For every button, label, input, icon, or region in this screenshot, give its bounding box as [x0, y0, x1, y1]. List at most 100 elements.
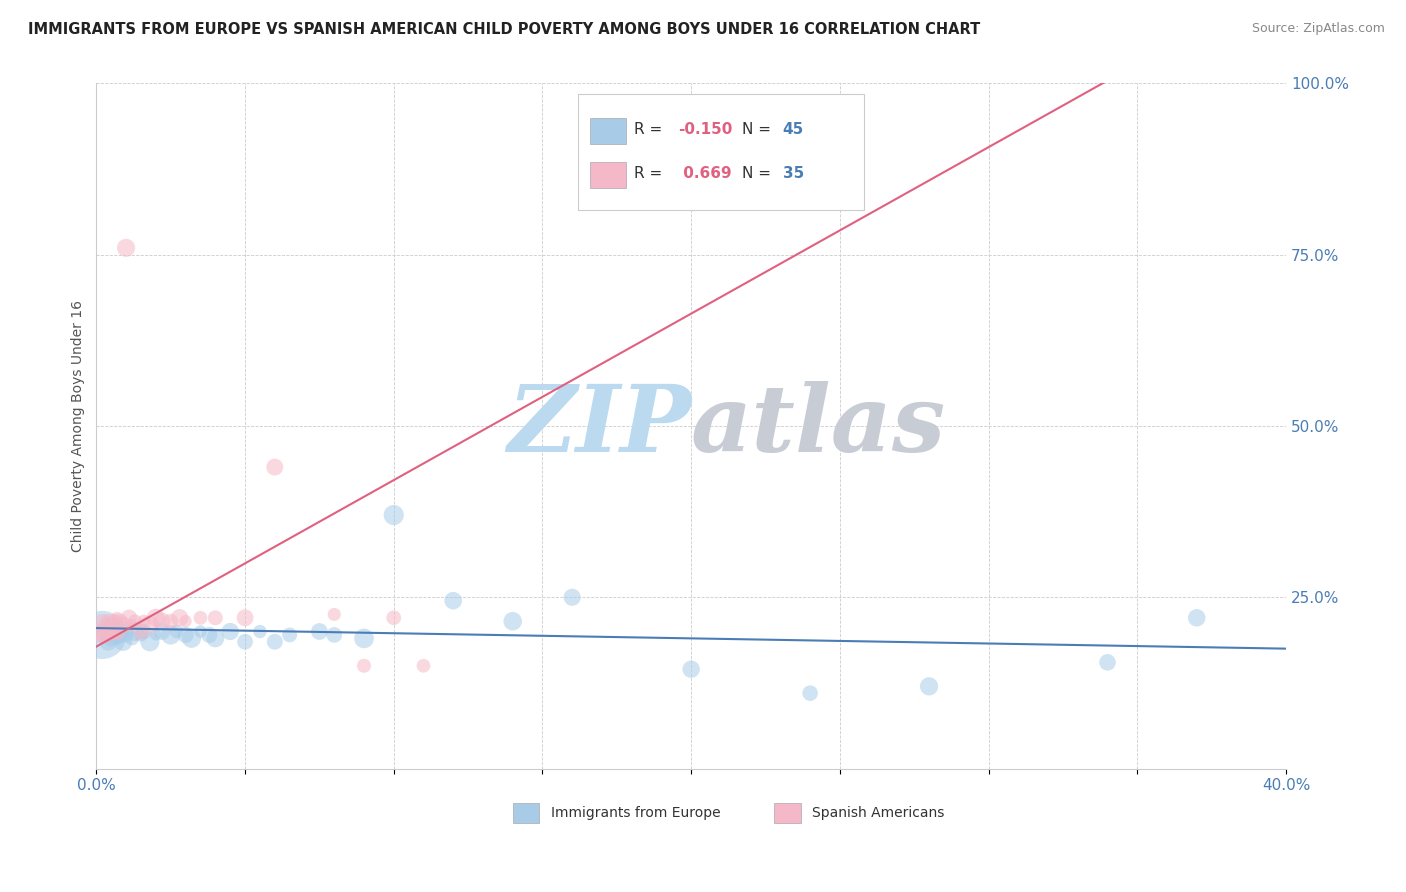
Point	[145, 611, 167, 625]
Text: Immigrants from Europe: Immigrants from Europe	[551, 806, 720, 820]
Point	[441, 593, 464, 607]
Point	[263, 634, 285, 648]
Point	[132, 614, 155, 628]
Point	[91, 628, 114, 642]
Point	[118, 611, 141, 625]
Point	[100, 624, 122, 639]
Point	[382, 611, 405, 625]
Text: Spanish Americans: Spanish Americans	[813, 806, 945, 820]
Point	[174, 614, 197, 628]
Point	[94, 617, 117, 632]
Text: IMMIGRANTS FROM EUROPE VS SPANISH AMERICAN CHILD POVERTY AMONG BOYS UNDER 16 COR: IMMIGRANTS FROM EUROPE VS SPANISH AMERIC…	[28, 22, 980, 37]
FancyBboxPatch shape	[578, 94, 863, 211]
Point	[180, 632, 202, 646]
Point	[918, 679, 941, 693]
Point	[97, 614, 120, 628]
Point	[323, 607, 346, 622]
Point	[150, 624, 173, 639]
Point	[121, 632, 143, 646]
Text: 35: 35	[783, 167, 804, 181]
Point	[129, 624, 152, 639]
Point	[112, 634, 135, 648]
Point	[169, 611, 191, 625]
Text: R =: R =	[634, 122, 668, 136]
Point	[91, 628, 114, 642]
Text: N =: N =	[742, 167, 776, 181]
Point	[204, 632, 226, 646]
Point	[129, 628, 152, 642]
Text: 45: 45	[783, 122, 804, 136]
Point	[198, 628, 221, 642]
Point	[233, 611, 256, 625]
Point	[353, 658, 375, 673]
Point	[103, 628, 125, 642]
Point	[382, 508, 405, 522]
Point	[159, 614, 181, 628]
Point	[105, 624, 128, 639]
Point	[145, 628, 167, 642]
Y-axis label: Child Poverty Among Boys Under 16: Child Poverty Among Boys Under 16	[72, 300, 86, 552]
Point	[103, 628, 125, 642]
Point	[108, 624, 131, 639]
Point	[190, 624, 212, 639]
Point	[105, 632, 128, 646]
Point	[108, 614, 131, 628]
Point	[91, 614, 114, 628]
Point	[94, 628, 117, 642]
Text: R =: R =	[634, 167, 668, 181]
Point	[100, 624, 122, 639]
FancyBboxPatch shape	[775, 803, 800, 823]
Point	[1185, 611, 1208, 625]
Text: N =: N =	[742, 122, 776, 136]
Point	[353, 632, 375, 646]
Point	[89, 624, 111, 639]
Point	[115, 628, 138, 642]
Point	[174, 628, 197, 642]
Point	[118, 624, 141, 639]
Point	[233, 634, 256, 648]
Point	[219, 624, 242, 639]
Point	[308, 624, 330, 639]
Point	[139, 634, 162, 648]
Point	[108, 628, 131, 642]
Point	[681, 662, 703, 676]
FancyBboxPatch shape	[513, 803, 538, 823]
Point	[97, 634, 120, 648]
Point	[115, 241, 138, 255]
Text: atlas: atlas	[692, 381, 946, 471]
Point	[159, 628, 181, 642]
Point	[124, 614, 146, 628]
Point	[166, 624, 188, 639]
Point	[100, 632, 122, 646]
Text: -0.150: -0.150	[678, 122, 733, 136]
Text: 0.669: 0.669	[678, 167, 731, 181]
Point	[105, 611, 128, 625]
Point	[502, 614, 524, 628]
Point	[112, 617, 135, 632]
Point	[412, 658, 434, 673]
Point	[249, 624, 271, 639]
Point	[561, 591, 583, 605]
Point	[124, 624, 146, 639]
Text: ZIP: ZIP	[508, 381, 692, 471]
Point	[132, 624, 155, 639]
Point	[103, 614, 125, 628]
Point	[97, 624, 120, 639]
Point	[204, 611, 226, 625]
Point	[263, 460, 285, 475]
Point	[97, 628, 120, 642]
FancyBboxPatch shape	[591, 162, 626, 188]
Point	[278, 628, 301, 642]
Point	[100, 617, 122, 632]
Point	[190, 611, 212, 625]
Point	[1097, 656, 1119, 670]
Point	[323, 628, 346, 642]
Point	[150, 614, 173, 628]
Point	[799, 686, 821, 700]
FancyBboxPatch shape	[591, 118, 626, 144]
Point	[94, 624, 117, 639]
Point	[121, 617, 143, 632]
Point	[103, 624, 125, 639]
Text: Source: ZipAtlas.com: Source: ZipAtlas.com	[1251, 22, 1385, 36]
Point	[139, 617, 162, 632]
